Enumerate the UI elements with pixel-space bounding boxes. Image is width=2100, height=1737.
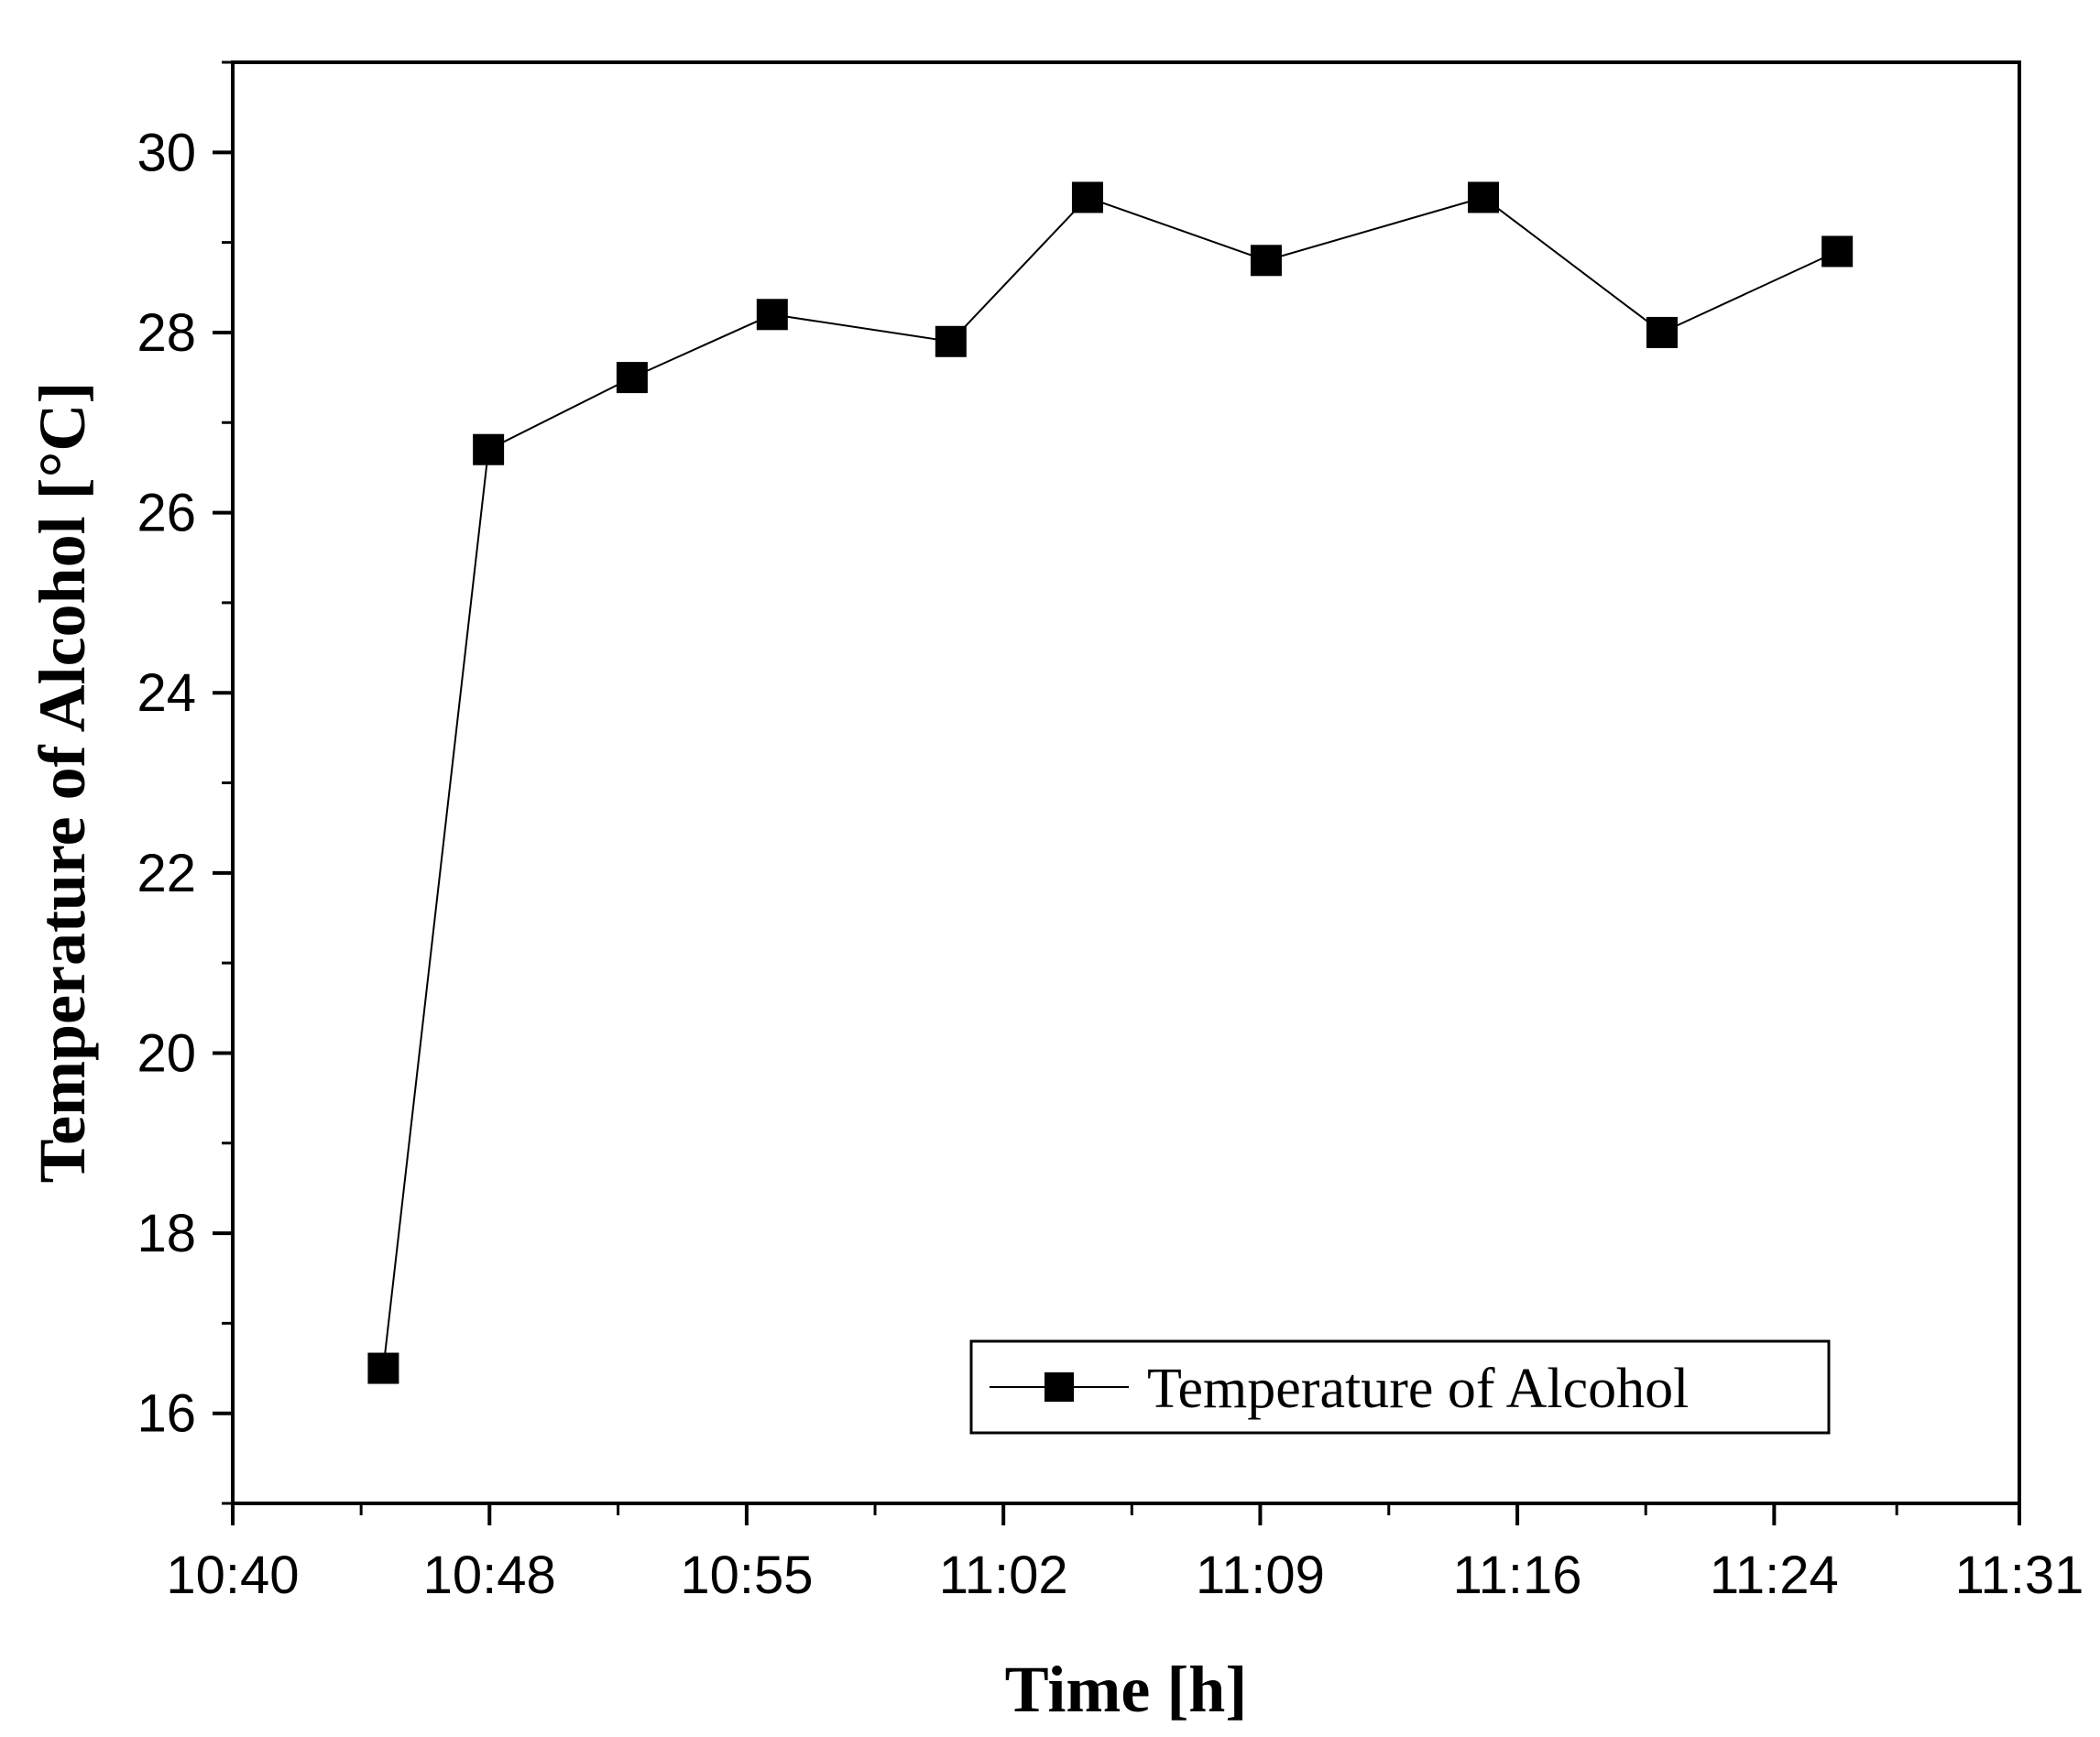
data-point: [1071, 181, 1103, 213]
legend-box: [969, 1339, 1831, 1435]
y-tick-label: 20: [137, 1023, 196, 1083]
series-line: [382, 196, 1838, 1369]
data-point: [1468, 181, 1499, 213]
y-tick-label: 26: [137, 484, 196, 543]
x-tick-label: 11:09: [1196, 1546, 1325, 1605]
axis-tick-labels: 16 18 20 22 24 26 28 30 10:40 10:48 10:55 11:02 11:0…: [137, 123, 2084, 1605]
data-point: [756, 299, 788, 331]
data-point: [935, 325, 967, 357]
y-tick-label: 22: [137, 844, 196, 903]
data-point: [1646, 316, 1678, 348]
data-point: [616, 362, 648, 394]
y-tick-label: 16: [137, 1384, 196, 1444]
x-axis-title: Time [h]: [1005, 1653, 1248, 1726]
x-tick-label: 10:55: [680, 1546, 813, 1605]
legend-label: Temperature of Alcohol: [1147, 1358, 1689, 1420]
x-tick-label: 10:48: [423, 1546, 556, 1605]
data-point: [473, 433, 505, 465]
legend: Temperature of Alcohol: [969, 1339, 1831, 1435]
data-point: [367, 1352, 399, 1384]
y-axis-title: Temperature of Alcohol [°C]: [26, 382, 99, 1184]
series-group: [367, 181, 1854, 1384]
axis-ticks: [213, 60, 2021, 1525]
x-tick-label: 11:16: [1453, 1546, 1582, 1605]
data-point: [1250, 245, 1282, 277]
y-tick-label: 18: [137, 1204, 196, 1263]
x-tick-label: 10:40: [166, 1546, 299, 1605]
y-tick-label: 24: [137, 663, 196, 723]
x-tick-label: 11:31: [1955, 1546, 2084, 1605]
x-tick-label: 11:24: [1710, 1546, 1839, 1605]
data-point: [1821, 235, 1854, 268]
y-tick-label: 30: [137, 123, 196, 182]
plot-frame: [231, 60, 2021, 1505]
x-tick-label: 11:02: [939, 1546, 1068, 1605]
legend-marker: [1045, 1372, 1074, 1402]
y-tick-label: 28: [137, 303, 196, 363]
